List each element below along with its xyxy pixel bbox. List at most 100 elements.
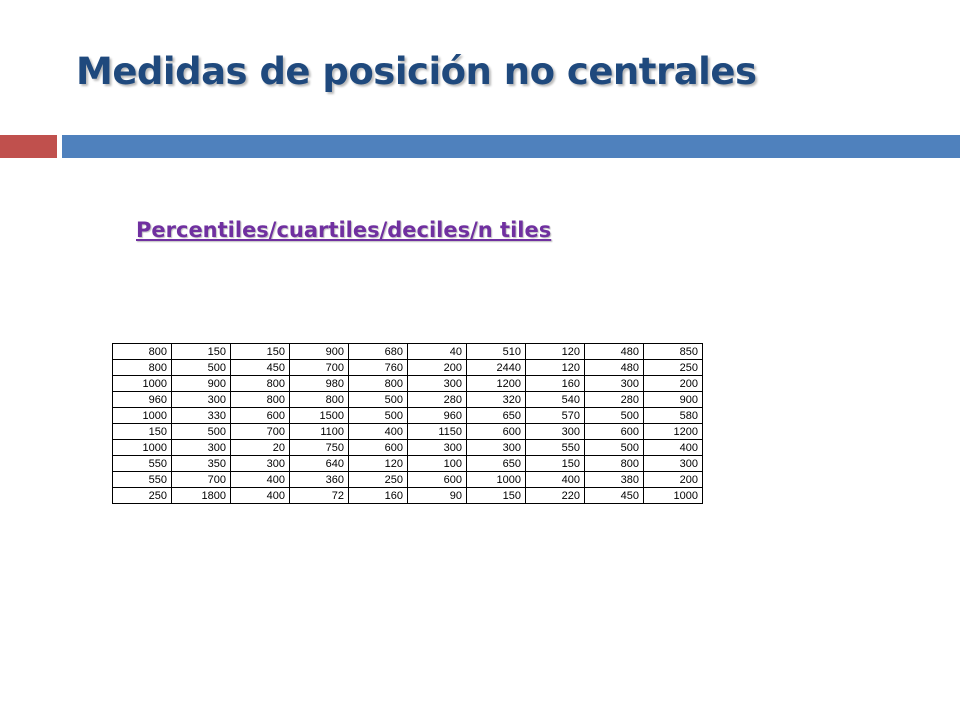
table-cell: 20 — [230, 439, 290, 456]
table-body: 800 150 150 900 680 40 510 120 480 850 800 500 450 70… — [112, 343, 703, 504]
table-cell: 480 — [584, 343, 644, 360]
table-cell: 450 — [584, 487, 644, 504]
table-cell: 980 — [289, 375, 349, 392]
table-cell: 1800 — [171, 487, 231, 504]
table-cell: 40 — [407, 343, 467, 360]
table-cell: 900 — [643, 391, 703, 408]
table-cell: 570 — [525, 407, 585, 424]
table-cell: 700 — [230, 423, 290, 440]
table-cell: 1200 — [643, 423, 703, 440]
table-cell: 320 — [466, 391, 526, 408]
table-cell: 200 — [407, 359, 467, 376]
table-cell: 300 — [466, 439, 526, 456]
table-cell: 500 — [584, 439, 644, 456]
table-cell: 380 — [584, 471, 644, 488]
table-cell: 700 — [289, 359, 349, 376]
table-cell: 300 — [407, 439, 467, 456]
table-cell: 600 — [466, 423, 526, 440]
table-cell: 600 — [407, 471, 467, 488]
table-cell: 120 — [525, 359, 585, 376]
table-cell: 500 — [171, 359, 231, 376]
table-cell: 1500 — [289, 407, 349, 424]
table-cell: 1100 — [289, 423, 349, 440]
table-cell: 1000 — [112, 375, 172, 392]
table-cell: 400 — [525, 471, 585, 488]
table-cell: 540 — [525, 391, 585, 408]
table-row: 250 1800 400 72 160 90 150 220 450 1000 — [112, 487, 703, 504]
table-cell: 300 — [407, 375, 467, 392]
table-cell: 800 — [112, 359, 172, 376]
table-cell: 150 — [466, 487, 526, 504]
table-cell: 900 — [289, 343, 349, 360]
table-cell: 900 — [171, 375, 231, 392]
table-cell: 160 — [348, 487, 408, 504]
table-cell: 680 — [348, 343, 408, 360]
table-cell: 330 — [171, 407, 231, 424]
table-cell: 400 — [230, 471, 290, 488]
table-cell: 510 — [466, 343, 526, 360]
table-cell: 1000 — [466, 471, 526, 488]
table-row: 150 500 700 1100 400 1150 600 300 600 1200 — [112, 423, 703, 440]
table-cell: 300 — [230, 455, 290, 472]
table-cell: 800 — [289, 391, 349, 408]
table-cell: 800 — [230, 375, 290, 392]
table-cell: 850 — [643, 343, 703, 360]
table-cell: 120 — [525, 343, 585, 360]
data-table: 800 150 150 900 680 40 510 120 480 850 800 500 450 70… — [112, 343, 703, 504]
table-row: 1000 330 600 1500 500 960 650 570 500 580 — [112, 407, 703, 424]
table-cell: 750 — [289, 439, 349, 456]
table-row: 800 150 150 900 680 40 510 120 480 850 — [112, 343, 703, 360]
table-cell: 800 — [584, 455, 644, 472]
table-row: 550 350 300 640 120 100 650 150 800 300 — [112, 455, 703, 472]
table-cell: 300 — [525, 423, 585, 440]
table-cell: 450 — [230, 359, 290, 376]
table-cell: 1200 — [466, 375, 526, 392]
table-cell: 220 — [525, 487, 585, 504]
table-row: 1000 900 800 980 800 300 1200 160 300 200 — [112, 375, 703, 392]
table-cell: 150 — [230, 343, 290, 360]
table-cell: 650 — [466, 407, 526, 424]
table-cell: 550 — [525, 439, 585, 456]
table-row: 960 300 800 800 500 280 320 540 280 900 — [112, 391, 703, 408]
table-cell: 760 — [348, 359, 408, 376]
accent-bar-blue — [62, 135, 960, 158]
table-cell: 120 — [348, 455, 408, 472]
table-cell: 400 — [230, 487, 290, 504]
table-cell: 960 — [407, 407, 467, 424]
table-cell: 250 — [643, 359, 703, 376]
table-cell: 580 — [643, 407, 703, 424]
table-cell: 1000 — [112, 439, 172, 456]
table-cell: 550 — [112, 471, 172, 488]
table-row: 550 700 400 360 250 600 1000 400 380 200 — [112, 471, 703, 488]
table-cell: 250 — [348, 471, 408, 488]
table-cell: 300 — [643, 455, 703, 472]
table-cell: 500 — [584, 407, 644, 424]
table-cell: 150 — [171, 343, 231, 360]
table-cell: 650 — [466, 455, 526, 472]
table-cell: 1150 — [407, 423, 467, 440]
table-cell: 72 — [289, 487, 349, 504]
table-cell: 280 — [407, 391, 467, 408]
table-cell: 500 — [348, 407, 408, 424]
table-cell: 150 — [525, 455, 585, 472]
table-cell: 1000 — [112, 407, 172, 424]
table-cell: 600 — [348, 439, 408, 456]
table-cell: 250 — [112, 487, 172, 504]
table-cell: 640 — [289, 455, 349, 472]
table-cell: 480 — [584, 359, 644, 376]
slide-subtitle: Percentiles/cuartiles/deciles/n tiles — [136, 218, 552, 242]
table-cell: 800 — [230, 391, 290, 408]
table-cell: 200 — [643, 375, 703, 392]
table-cell: 550 — [112, 455, 172, 472]
table-cell: 500 — [171, 423, 231, 440]
table-cell: 400 — [643, 439, 703, 456]
table-cell: 400 — [348, 423, 408, 440]
table-row: 800 500 450 700 760 200 2440 120 480 250 — [112, 359, 703, 376]
table-cell: 960 — [112, 391, 172, 408]
table-cell: 100 — [407, 455, 467, 472]
table-cell: 350 — [171, 455, 231, 472]
table-cell: 300 — [171, 391, 231, 408]
table-cell: 200 — [643, 471, 703, 488]
table-cell: 150 — [112, 423, 172, 440]
table-cell: 90 — [407, 487, 467, 504]
